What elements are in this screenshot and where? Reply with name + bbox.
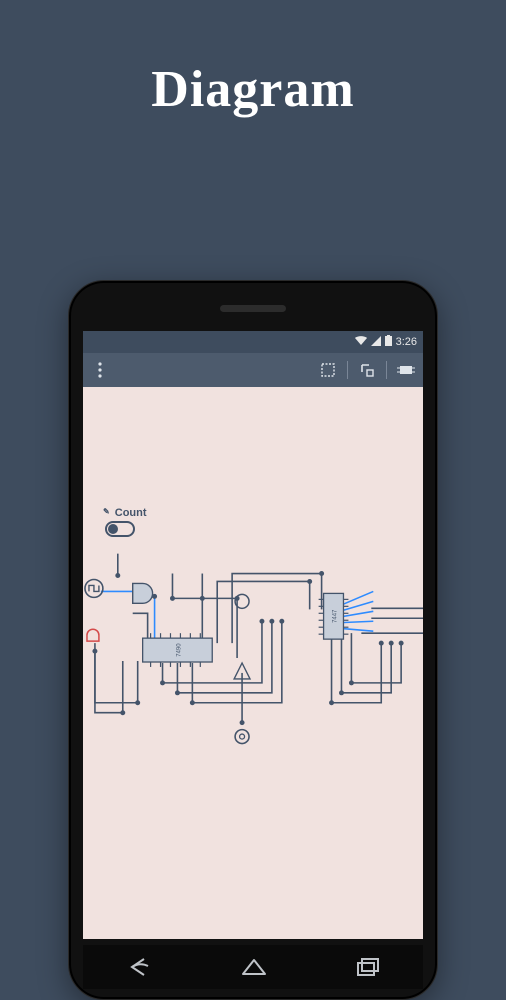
phone-speaker [220,305,286,312]
count-toggle[interactable]: ✎ Count [105,507,147,537]
circuit-canvas[interactable]: ✎ Count [83,387,423,939]
and-gate [133,583,153,603]
clock-component [85,579,103,597]
page-title: Diagram [0,60,506,119]
phone-mockup: 3:26 [68,280,438,1000]
ring-component [235,730,249,744]
select-box-icon[interactable] [319,361,337,379]
signal-icon [371,336,381,349]
toggle-switch[interactable] [105,521,135,537]
circuit-svg: 7490 7447 [83,387,423,939]
ic-7490: 7490 [143,633,213,667]
svg-text:7490: 7490 [176,643,182,657]
more-vert-icon[interactable] [91,361,109,379]
toolbar-separator [347,361,348,379]
android-statusbar: 3:26 [83,331,423,353]
count-label: Count [115,507,147,519]
statusbar-time: 3:26 [396,336,417,348]
phone-screen: 3:26 [83,331,423,939]
component-icon[interactable] [397,361,415,379]
android-navbar [83,945,423,989]
ic-7447: 7447 [319,593,349,639]
back-icon[interactable] [126,956,152,978]
wifi-icon [355,336,367,349]
home-icon[interactable] [239,956,269,978]
snap-corner-icon[interactable] [358,361,376,379]
recent-icon[interactable] [356,957,380,977]
app-toolbar [83,353,423,387]
led-component [87,629,99,641]
svg-text:7447: 7447 [333,609,339,623]
battery-icon [385,335,392,349]
toolbar-separator [386,361,387,379]
